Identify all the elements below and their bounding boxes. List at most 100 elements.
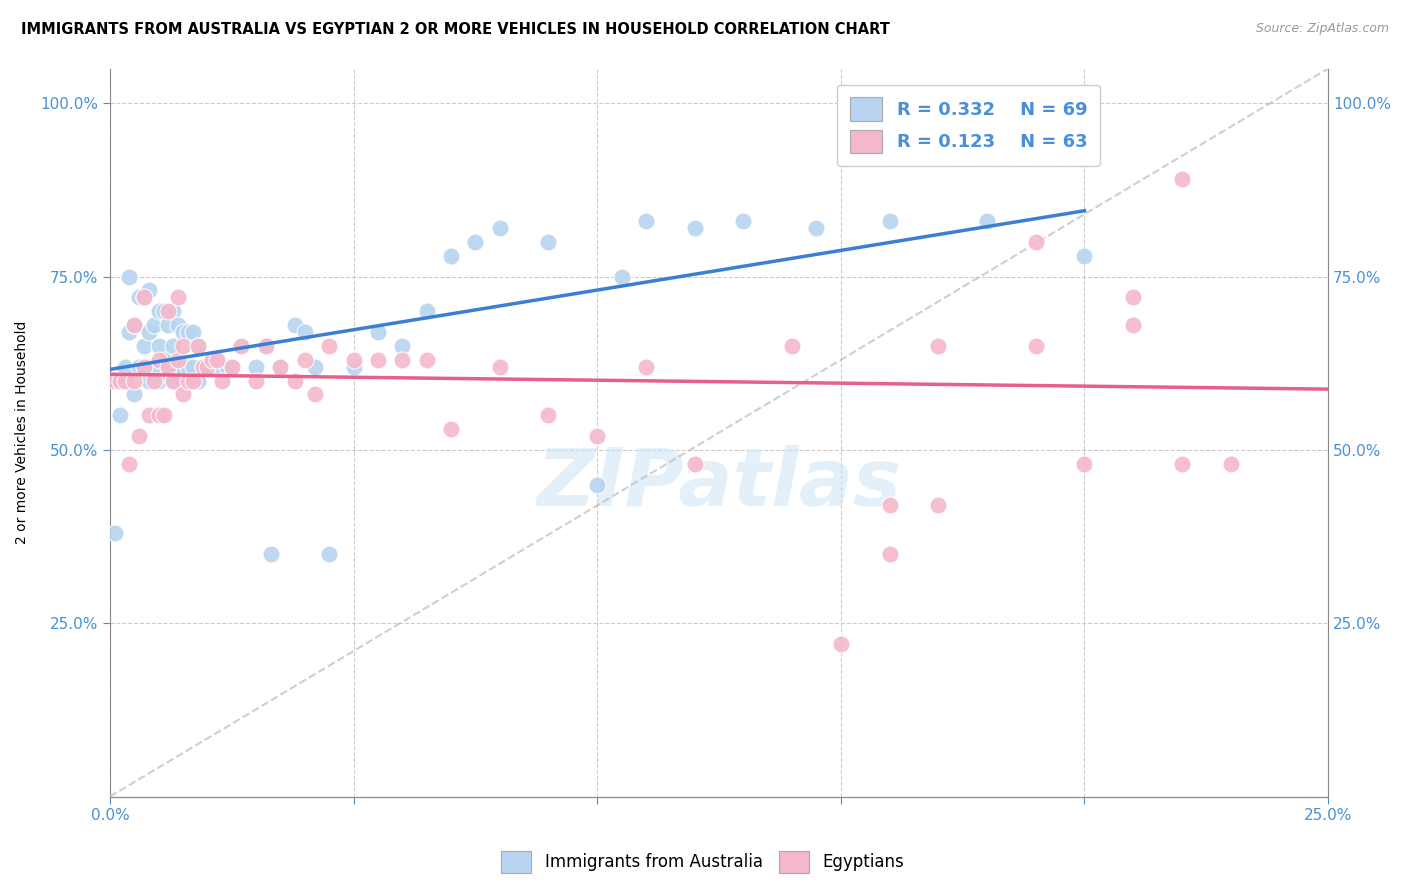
Point xyxy=(191,359,214,374)
Point xyxy=(172,325,194,339)
Point xyxy=(187,374,209,388)
Point xyxy=(211,374,233,388)
Point xyxy=(806,221,828,235)
Point xyxy=(191,359,214,374)
Point xyxy=(215,359,238,374)
Point xyxy=(879,547,901,561)
Point xyxy=(683,457,706,471)
Point xyxy=(132,339,155,353)
Point xyxy=(440,422,463,436)
Point xyxy=(142,318,165,332)
Point xyxy=(342,359,364,374)
Point xyxy=(132,290,155,304)
Point xyxy=(108,409,131,423)
Point xyxy=(128,290,150,304)
Point xyxy=(162,374,184,388)
Point xyxy=(157,359,180,374)
Point xyxy=(167,352,190,367)
Point xyxy=(138,284,160,298)
Point xyxy=(976,145,998,159)
Point xyxy=(683,221,706,235)
Text: ZIPatlas: ZIPatlas xyxy=(537,444,901,523)
Point xyxy=(879,214,901,228)
Point xyxy=(138,325,160,339)
Point xyxy=(118,325,141,339)
Point xyxy=(342,352,364,367)
Point xyxy=(1025,339,1047,353)
Point xyxy=(634,359,657,374)
Point xyxy=(172,359,194,374)
Point xyxy=(231,339,253,353)
Point xyxy=(177,374,200,388)
Point xyxy=(1171,172,1194,186)
Point xyxy=(1171,457,1194,471)
Point xyxy=(128,359,150,374)
Point xyxy=(114,359,136,374)
Text: Source: ZipAtlas.com: Source: ZipAtlas.com xyxy=(1256,22,1389,36)
Point xyxy=(162,374,184,388)
Point xyxy=(201,359,224,374)
Point xyxy=(294,352,316,367)
Text: IMMIGRANTS FROM AUSTRALIA VS EGYPTIAN 2 OR MORE VEHICLES IN HOUSEHOLD CORRELATIO: IMMIGRANTS FROM AUSTRALIA VS EGYPTIAN 2 … xyxy=(21,22,890,37)
Point xyxy=(927,339,949,353)
Point xyxy=(187,339,209,353)
Point xyxy=(211,359,233,374)
Point xyxy=(284,374,307,388)
Point xyxy=(152,352,174,367)
Point xyxy=(148,304,170,318)
Point xyxy=(167,290,190,304)
Point xyxy=(245,374,267,388)
Point xyxy=(138,374,160,388)
Point xyxy=(415,352,437,367)
Point xyxy=(488,359,510,374)
Point xyxy=(148,409,170,423)
Point xyxy=(138,409,160,423)
Point xyxy=(162,304,184,318)
Point xyxy=(927,499,949,513)
Point xyxy=(205,352,228,367)
Point xyxy=(187,339,209,353)
Point xyxy=(367,352,389,367)
Point xyxy=(221,359,243,374)
Point xyxy=(488,221,510,235)
Legend: Immigrants from Australia, Egyptians: Immigrants from Australia, Egyptians xyxy=(495,845,911,880)
Point xyxy=(318,339,340,353)
Point xyxy=(177,325,200,339)
Point xyxy=(634,214,657,228)
Point xyxy=(254,339,277,353)
Point xyxy=(181,325,204,339)
Point xyxy=(177,359,200,374)
Y-axis label: 2 or more Vehicles in Household: 2 or more Vehicles in Household xyxy=(15,321,30,544)
Point xyxy=(440,249,463,263)
Point xyxy=(254,339,277,353)
Point xyxy=(1122,318,1144,332)
Point xyxy=(108,374,131,388)
Legend: R = 0.332    N = 69, R = 0.123    N = 63: R = 0.332 N = 69, R = 0.123 N = 63 xyxy=(837,85,1099,166)
Point xyxy=(152,409,174,423)
Point xyxy=(231,339,253,353)
Point xyxy=(537,409,560,423)
Point xyxy=(132,359,155,374)
Point xyxy=(610,269,633,284)
Point xyxy=(1219,457,1241,471)
Point xyxy=(391,352,413,367)
Point xyxy=(391,339,413,353)
Point xyxy=(124,318,146,332)
Point xyxy=(318,547,340,561)
Point xyxy=(586,477,609,491)
Point xyxy=(195,359,218,374)
Point xyxy=(114,374,136,388)
Point xyxy=(260,547,283,561)
Point xyxy=(118,269,141,284)
Point xyxy=(124,318,146,332)
Point xyxy=(733,214,755,228)
Point xyxy=(148,339,170,353)
Point xyxy=(780,339,803,353)
Point xyxy=(181,359,204,374)
Point xyxy=(142,359,165,374)
Point xyxy=(132,290,155,304)
Point xyxy=(269,359,291,374)
Point xyxy=(157,359,180,374)
Point xyxy=(304,359,326,374)
Point xyxy=(201,352,224,367)
